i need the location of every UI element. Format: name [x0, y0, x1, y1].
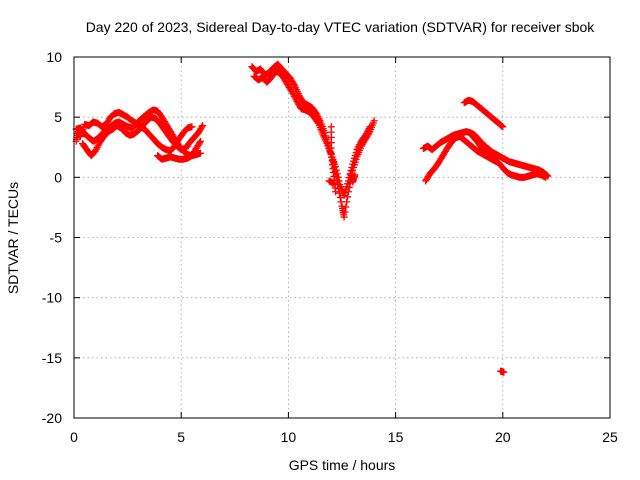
data-point — [336, 194, 344, 202]
x-tick-label: 25 — [602, 429, 618, 445]
data-point — [334, 173, 342, 181]
y-tick-label: 5 — [54, 109, 62, 125]
x-tick-label: 5 — [177, 429, 185, 445]
data-point — [196, 139, 204, 147]
data-point — [500, 368, 508, 376]
data-marks — [72, 60, 552, 376]
plot-frame — [73, 56, 611, 419]
x-tick-label: 15 — [388, 429, 404, 445]
data-point — [489, 154, 497, 162]
y-tick-label: -10 — [42, 290, 62, 306]
data-point — [348, 163, 356, 171]
data-point — [196, 149, 204, 157]
tick-labels: 0 5 10 15 20 25 -20 -15 -10 -5 0 5 10 — [42, 49, 618, 445]
data-point — [542, 173, 550, 181]
data-point — [329, 179, 337, 187]
data-point — [366, 123, 374, 131]
x-tick-label: 10 — [281, 429, 297, 445]
y-tick-label: -15 — [42, 350, 62, 366]
x-tick-label: 20 — [495, 429, 511, 445]
data-point — [344, 193, 352, 201]
chart-title: Day 220 of 2023, Sidereal Day-to-day VTE… — [86, 19, 596, 35]
data-point — [370, 117, 378, 125]
y-tick-label: 10 — [46, 49, 62, 65]
y-tick-label: -5 — [50, 230, 63, 246]
data-point — [340, 213, 348, 221]
data-point — [490, 155, 498, 163]
data-point — [199, 122, 207, 130]
data-point — [196, 137, 204, 145]
data-point — [498, 122, 506, 130]
data-point — [335, 177, 343, 185]
data-point — [332, 188, 340, 196]
x-axis-label: GPS time / hours — [289, 457, 396, 473]
data-point — [343, 198, 351, 206]
y-tick-label: 0 — [54, 169, 62, 185]
data-point — [188, 123, 196, 131]
x-tick-label: 0 — [70, 429, 78, 445]
y-axis-label: SDTVAR / TECUs — [5, 182, 21, 294]
data-point — [351, 171, 359, 179]
data-point — [499, 123, 507, 131]
data-point — [341, 208, 349, 216]
data-point — [342, 203, 350, 211]
y-tick-label: -20 — [42, 410, 62, 426]
data-point — [198, 123, 206, 131]
